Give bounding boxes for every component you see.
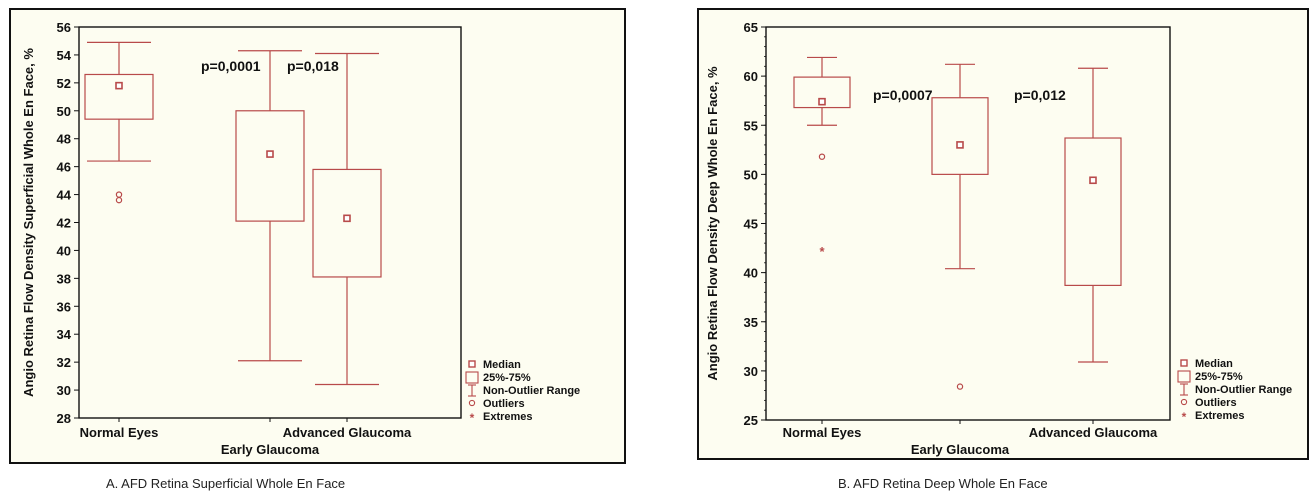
median-marker — [266, 150, 274, 158]
outlier-point — [115, 191, 123, 198]
chart-a: 28 30 32 34 36 38 40 42 44 46 48 50 52 54 56 Angio Reti… — [21, 20, 580, 457]
x-tick-label: Normal Eyes — [783, 425, 862, 440]
caption-b: B. AFD Retina Deep Whole En Face — [838, 476, 1048, 491]
iqr-box — [312, 168, 382, 278]
y-tick-label: 60 — [744, 69, 758, 84]
plot-area — [765, 26, 1171, 421]
outlier-point — [956, 383, 964, 390]
legend-label: 25%-75% — [1195, 371, 1243, 383]
legend-symbol-extreme: * — [1182, 410, 1187, 424]
chart-b: 25 30 35 40 45 50 55 60 65 Angio Retina Flow Dens… — [705, 20, 1292, 457]
x-tick-label: Advanced Glaucoma — [283, 425, 412, 440]
median-marker — [818, 97, 826, 106]
caption-a: A. AFD Retina Superficial Whole En Face — [106, 476, 346, 491]
legend-label: 25%-75% — [483, 372, 531, 384]
iqr-box — [235, 110, 305, 222]
legend-symbol-outlier — [468, 399, 476, 407]
legend-label: Non-Outlier Range — [1195, 384, 1292, 396]
x-axis-label: Early Glaucoma — [911, 442, 1010, 457]
p-value-annotation: p=0,018 — [287, 58, 339, 74]
y-tick-label: 52 — [57, 76, 71, 91]
legend-symbol-box — [465, 371, 479, 384]
legend-label: Outliers — [1195, 397, 1237, 409]
y-tick-label: 48 — [57, 132, 71, 147]
chart-panel-a: 28 30 32 34 36 38 40 42 44 46 48 50 52 54 56 Angio Reti… — [9, 8, 626, 464]
p-value-annotation: p=0,0007 — [873, 87, 933, 103]
y-tick-label: 30 — [744, 364, 758, 379]
y-tick-label: 50 — [744, 167, 758, 182]
y-tick-label: 55 — [744, 118, 758, 133]
outlier-point — [115, 196, 123, 204]
chart-panel-b: 25 30 35 40 45 50 55 60 65 Angio Retina Flow Dens… — [697, 8, 1309, 460]
y-tick-label: 34 — [57, 327, 72, 342]
legend-symbol-box — [1177, 370, 1191, 383]
iqr-box — [793, 76, 851, 109]
legend-label: Median — [483, 359, 521, 371]
legend-label: Non-Outlier Range — [483, 385, 580, 397]
legend-label: Extremes — [483, 411, 533, 423]
y-tick-label: 50 — [57, 104, 71, 119]
y-tick-label: 40 — [57, 243, 71, 258]
y-axis-label: Angio Retina Flow Density Deep Whole En … — [705, 66, 720, 381]
legend-label: Median — [1195, 358, 1233, 370]
y-tick-label: 25 — [744, 413, 758, 428]
iqr-box — [84, 73, 154, 120]
x-tick-label: Advanced Glaucoma — [1029, 425, 1158, 440]
median-marker — [1089, 176, 1097, 185]
median-marker — [115, 81, 123, 90]
y-tick-label: 56 — [57, 20, 71, 35]
x-axis-label: Early Glaucoma — [221, 442, 320, 457]
legend-symbol-median — [468, 360, 476, 368]
y-tick-label: 38 — [57, 271, 71, 286]
y-axis-label: Angio Retina Flow Density Superficial Wh… — [21, 48, 36, 397]
y-tick-label: 45 — [744, 217, 758, 232]
y-tick-label: 32 — [57, 355, 71, 370]
y-tick-label: 65 — [744, 20, 758, 35]
legend-label: Extremes — [1195, 410, 1245, 422]
legend-label: Outliers — [483, 398, 525, 410]
y-tick-label: 42 — [57, 216, 71, 231]
legend-symbol-extreme: * — [470, 411, 475, 425]
iqr-box — [931, 97, 989, 175]
outlier-point — [818, 153, 826, 160]
legend-symbol-outlier — [1180, 398, 1188, 406]
median-marker — [956, 141, 964, 149]
iqr-box — [1064, 137, 1122, 286]
median-marker — [343, 214, 351, 223]
y-tick-label: 28 — [57, 411, 71, 426]
y-tick-label: 44 — [57, 188, 72, 203]
y-tick-label: 46 — [57, 160, 71, 175]
y-tick-label: 54 — [57, 48, 72, 63]
extreme-point: * — [819, 244, 825, 259]
y-tick-label: 40 — [744, 266, 758, 281]
y-tick-label: 30 — [57, 383, 71, 398]
y-tick-label: 35 — [744, 315, 758, 330]
p-value-annotation: p=0,0001 — [201, 58, 261, 74]
y-tick-label: 36 — [57, 299, 71, 314]
x-tick-label: Normal Eyes — [80, 425, 159, 440]
legend-symbol-median — [1180, 359, 1188, 367]
p-value-annotation: p=0,012 — [1014, 87, 1066, 103]
